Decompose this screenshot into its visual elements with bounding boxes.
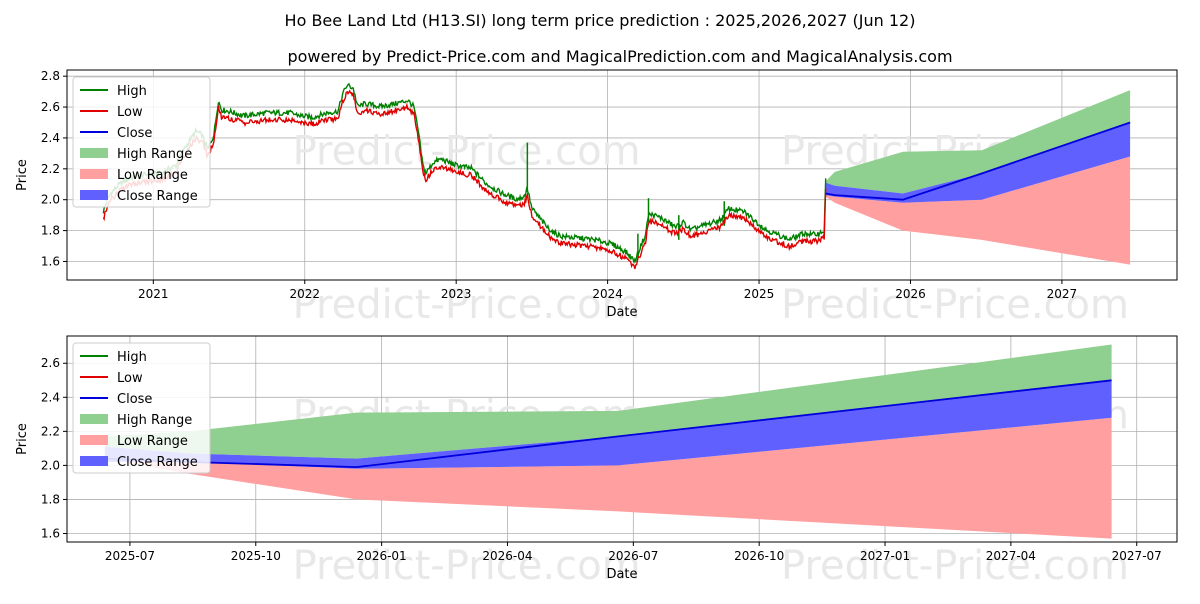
legend-swatch-patch [80, 148, 108, 158]
legend-label: High Range [117, 413, 192, 428]
x-axis-label: Date [606, 305, 637, 320]
x-tick-label: 2025-10 [231, 549, 281, 563]
close-range-band [825, 122, 1131, 203]
legend-swatch-patch [80, 435, 108, 445]
x-tick-label: 2027-01 [860, 549, 910, 563]
y-tick-label: 2.8 [41, 69, 60, 83]
legend-swatch-patch [80, 414, 108, 424]
x-tick-label: 2025-07 [105, 549, 155, 563]
x-tick-label: 2026-01 [357, 549, 407, 563]
legend: High Low Close High Range Low Range Close Ran… [72, 76, 211, 208]
legend-label: Low [117, 105, 143, 120]
low-range-band [104, 417, 1112, 539]
y-tick-label: 1.8 [41, 224, 60, 238]
watermark-text: Predict-Price.com [293, 543, 641, 589]
x-tick-label: 2026-10 [734, 549, 784, 563]
legend-label: Low Range [117, 434, 188, 449]
legend-label: High [117, 350, 147, 365]
x-tick-label: 2024 [592, 287, 623, 301]
y-tick-label: 2.2 [41, 424, 60, 438]
y-tick-label: 2.6 [41, 100, 60, 114]
high-range-band [825, 90, 1131, 194]
legend-label: High [117, 84, 147, 99]
x-tick-label: 2027-04 [986, 549, 1036, 563]
x-tick-label: 2026-04 [482, 549, 532, 563]
plot-area [102, 82, 1131, 270]
x-tick-label: 2027 [1047, 287, 1078, 301]
panel-zoomed-forecast: Predict-Price.comPredict-Price.comPredic… [15, 335, 1178, 589]
x-tick-label: 2025 [744, 287, 775, 301]
watermark-text: Predict-Price.com [781, 282, 1129, 328]
chart-subtitle: powered by Predict-Price.com and Magical… [287, 47, 952, 66]
y-tick-label: 2.4 [41, 390, 60, 404]
y-tick-label: 2.4 [41, 131, 60, 145]
legend-label: Low Range [117, 168, 188, 183]
axes-frame [66, 69, 1178, 281]
x-tick-label: 2026-07 [608, 549, 658, 563]
x-tick-label: 2026 [895, 287, 926, 301]
legend-label: Close Range [117, 455, 198, 470]
legend-swatch-patch [80, 190, 108, 200]
x-axis-label: Date [606, 567, 637, 582]
y-axis-label: Price [15, 423, 30, 455]
high-line [102, 82, 827, 265]
legend-label: High Range [117, 147, 192, 162]
y-tick-label: 2.0 [41, 193, 60, 207]
panel-long-term: Predict-Price.com Predict-Price.com Predic… [15, 69, 1178, 328]
legend-label: Low [117, 371, 143, 386]
watermark-text: Predict-Price.com [781, 543, 1129, 589]
x-tick-label: 2022 [289, 287, 320, 301]
y-tick-label: 1.8 [41, 492, 60, 506]
legend-label: Close [117, 392, 152, 407]
legend: High Low Close High Range Low Range Close Ran… [72, 342, 211, 474]
legend-label: Close [117, 126, 152, 141]
x-tick-label: 2023 [441, 287, 472, 301]
legend-swatch-patch [80, 456, 108, 466]
watermark-text: Predict-Price.com [293, 282, 641, 328]
legend-swatch-patch [80, 169, 108, 179]
y-tick-label: 2.2 [41, 162, 60, 176]
close-line [825, 121, 1131, 201]
legend-label: Close Range [117, 189, 198, 204]
y-axis-label: Price [15, 159, 30, 191]
low-range-band [825, 156, 1131, 265]
x-tick-label: 2021 [138, 287, 169, 301]
x-tick-label: 2027-07 [1112, 549, 1162, 563]
y-tick-label: 2.0 [41, 458, 60, 472]
axes-frame [66, 335, 1178, 543]
chart-title: Ho Bee Land Ltd (H13.SI) long term price… [285, 11, 916, 30]
watermark-text: Predict-Price.com [293, 129, 641, 175]
y-tick-label: 1.6 [41, 526, 60, 540]
y-tick-label: 2.6 [41, 356, 60, 370]
high-range-band [104, 344, 1112, 459]
low-line [102, 89, 827, 270]
y-tick-label: 1.6 [41, 254, 60, 268]
